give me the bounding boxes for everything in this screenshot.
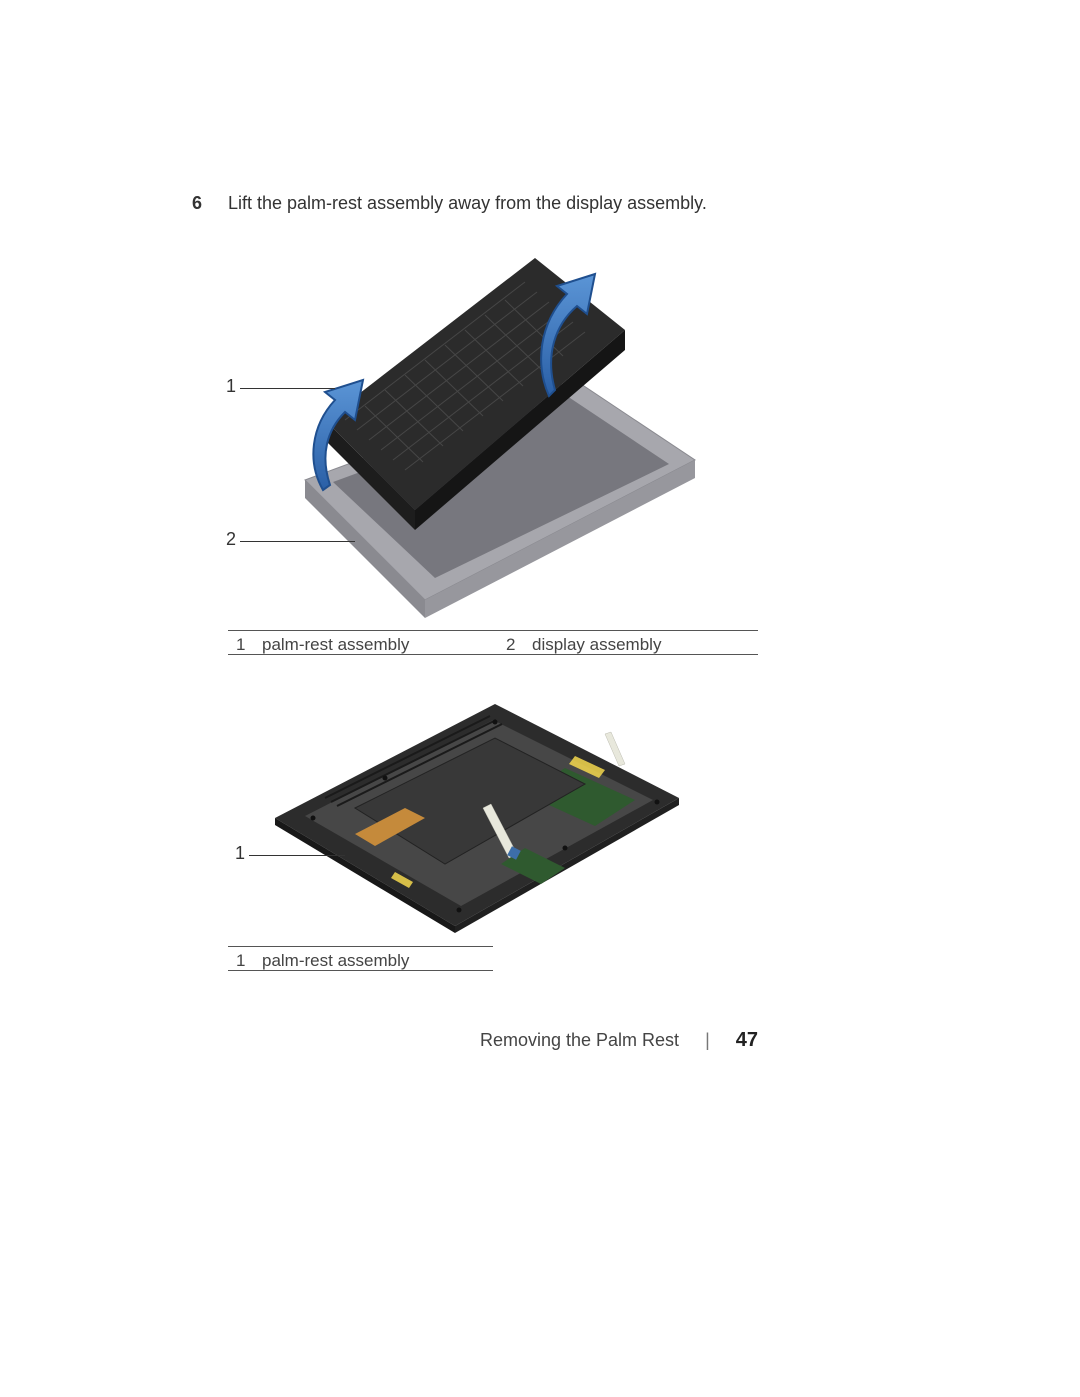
fig2-callout-1: 1: [235, 843, 245, 864]
figure-1-svg: [225, 230, 755, 625]
legend1-num-2: 2: [498, 635, 528, 655]
step-line: 6 Lift the palm-rest assembly away from …: [192, 193, 707, 214]
fig1-leader-2: [240, 541, 355, 542]
legend1-label-1: palm-rest assembly: [258, 635, 409, 655]
fig1-callout-1: 1: [226, 376, 236, 397]
legend2-num-1: 1: [228, 951, 258, 971]
footer-page-number: 47: [736, 1029, 758, 1052]
footer-section: Removing the Palm Rest: [480, 1030, 679, 1051]
figure-1: [225, 230, 755, 625]
page-footer: Removing the Palm Rest | 47: [480, 1029, 758, 1052]
legend1-top-rule: [228, 630, 758, 631]
fig2-leader-1: [249, 855, 345, 856]
legend2-bottom-rule: [228, 970, 493, 971]
legend2-label-1: palm-rest assembly: [258, 951, 409, 971]
figure-2-svg: [265, 698, 685, 933]
step-text: Lift the palm-rest assembly away from th…: [228, 193, 707, 214]
legend1-label-2: display assembly: [528, 635, 661, 655]
fig1-callout-2: 2: [226, 529, 236, 550]
step-number: 6: [192, 193, 228, 214]
legend1-num-1: 1: [228, 635, 258, 655]
figure-2: [265, 698, 685, 933]
legend2-top-rule: [228, 946, 493, 947]
fig1-leader-1: [240, 388, 335, 389]
legend1-bottom-rule: [228, 654, 758, 655]
footer-divider: |: [705, 1030, 710, 1051]
